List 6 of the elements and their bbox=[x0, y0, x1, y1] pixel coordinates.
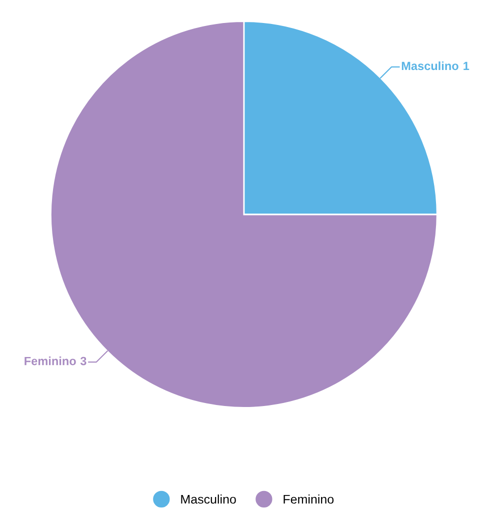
slice-label: Feminino bbox=[24, 356, 76, 366]
data-label: 3 bbox=[80, 356, 86, 366]
data-label: 1 bbox=[464, 62, 470, 70]
legend-label: Masculino bbox=[181, 494, 236, 504]
slice-label: Masculino bbox=[402, 61, 458, 70]
legend-label: Feminino bbox=[284, 494, 334, 504]
